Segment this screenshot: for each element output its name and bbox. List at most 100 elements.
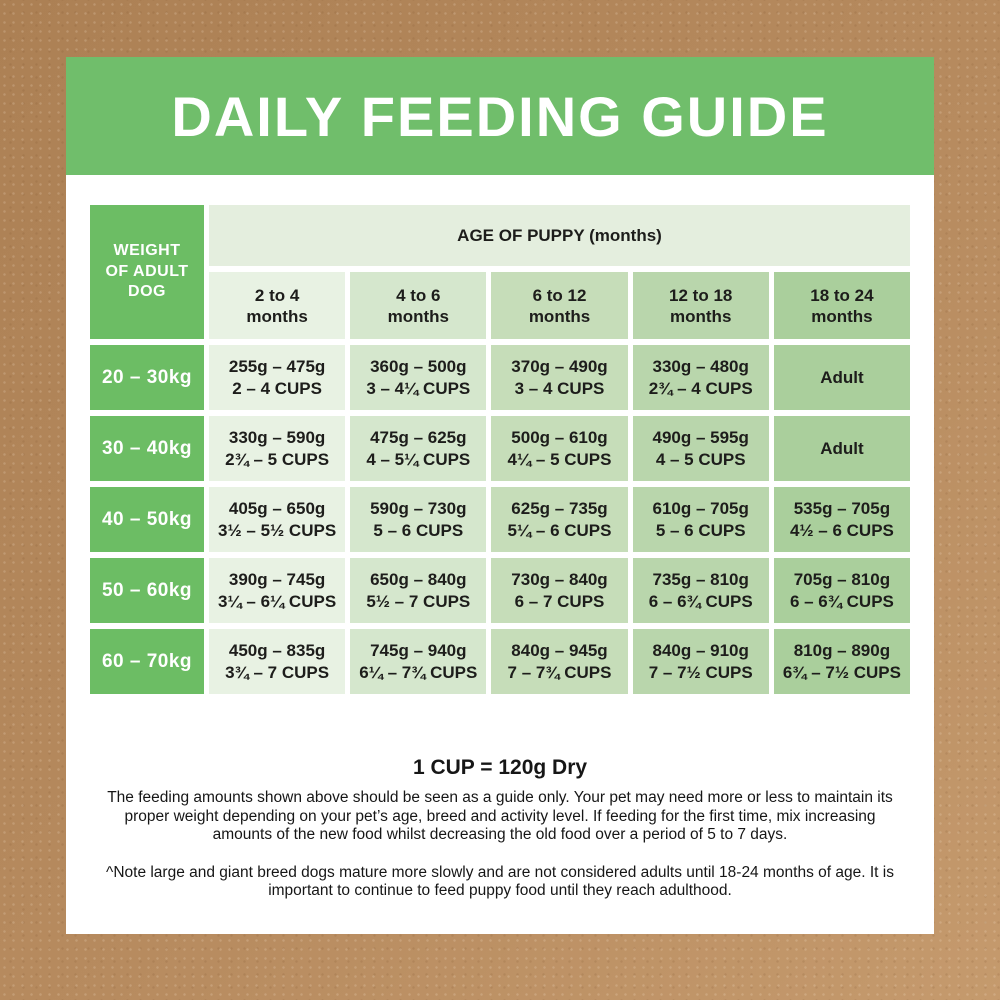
feeding-cell: 535g – 705g 4½ – 6 CUPS [773, 487, 911, 552]
table-row-50-60kg: 50 – 60kg 390g – 745g 3¼ – 6¼ CUPS 650g … [90, 558, 911, 623]
column-range: 12 to 18 [669, 285, 733, 305]
grams-range: 330g – 480g [652, 356, 749, 376]
cups-range: 4½ – 6 CUPS [789, 520, 894, 540]
cups-range: 2¾ – 4 CUPS [648, 378, 753, 398]
corner-header-weight-of-adult-dog: WEIGHT OF ADULT DOG [90, 205, 204, 339]
column-header-row: 2 to 4 months 4 to 6 months 6 to 12 mont… [209, 272, 911, 339]
grams-range: 840g – 945g [511, 640, 608, 660]
grams-range: 370g – 490g [511, 356, 608, 376]
feeding-cell: 745g – 940g 6¼ – 7¾ CUPS [350, 629, 487, 694]
grams-range: 650g – 840g [370, 569, 467, 589]
cups-range: 5½ – 7 CUPS [366, 591, 471, 611]
cups-range: 4 – 5 CUPS [655, 449, 746, 469]
grams-range: 405g – 650g [228, 498, 326, 518]
grams-range: 490g – 595g [652, 427, 749, 447]
grams-range: 745g – 940g [370, 640, 467, 660]
column-range: 2 to 4 [254, 285, 300, 305]
grams-range: 360g – 500g [370, 356, 467, 376]
feeding-cell: 390g – 745g 3¼ – 6¼ CUPS [209, 558, 346, 623]
age-of-puppy-header: AGE OF PUPPY (months) [209, 205, 910, 266]
feeding-cell-adult: Adult [773, 416, 911, 481]
feeding-cell: 255g – 475g 2 – 4 CUPS [209, 345, 346, 410]
table-row-40-50kg: 40 – 50kg 405g – 650g 3½ – 5½ CUPS 590g … [90, 487, 911, 552]
column-unit: months [387, 306, 449, 326]
cups-range: 2¾ – 5 CUPS [225, 449, 330, 469]
title-banner: DAILY FEEDING GUIDE [66, 57, 934, 175]
cups-range: 3 – 4¼ CUPS [366, 378, 471, 398]
grams-range: 590g – 730g [370, 498, 467, 518]
weight-label: 30 – 40kg [90, 416, 204, 481]
footer-notes: 1 CUP = 120g Dry The feeding amounts sho… [66, 756, 934, 901]
cups-range: 6¾ – 7½ CUPS [782, 662, 901, 682]
column-header-4-to-6-months: 4 to 6 months [350, 272, 487, 339]
weight-label: 40 – 50kg [90, 487, 204, 552]
feeding-cell: 475g – 625g 4 – 5¼ CUPS [350, 416, 487, 481]
feeding-cell: 625g – 735g 5¼ – 6 CUPS [491, 487, 628, 552]
column-unit: months [670, 306, 732, 326]
feeding-cell: 330g – 480g 2¾ – 4 CUPS [632, 345, 769, 410]
table-row-30-40kg: 30 – 40kg 330g – 590g 2¾ – 5 CUPS 475g –… [90, 416, 911, 481]
grams-range: 450g – 835g [228, 640, 326, 660]
feeding-cell: 490g – 595g 4 – 5 CUPS [632, 416, 769, 481]
grams-range: 840g – 910g [652, 640, 749, 660]
cups-range: 7 – 7½ CUPS [648, 662, 753, 682]
feeding-cell: 450g – 835g 3¾ – 7 CUPS [209, 629, 346, 694]
cups-range: 3½ – 5½ CUPS [218, 520, 337, 540]
cups-range: 4¼ – 5 CUPS [507, 449, 612, 469]
feeding-guide-note: The feeding amounts shown above should b… [107, 789, 893, 844]
feeding-cell: 730g – 840g 6 – 7 CUPS [491, 558, 628, 623]
cups-range: 2 – 4 CUPS [232, 378, 322, 398]
grams-range: 330g – 590g [228, 427, 326, 447]
cups-range: 3 – 4 CUPS [514, 378, 605, 398]
feeding-cell: 370g – 490g 3 – 4 CUPS [491, 345, 628, 410]
grams-range: 810g – 890g [793, 640, 891, 660]
cups-range: 6¼ – 7¾ CUPS [359, 662, 478, 682]
column-unit: months [528, 306, 591, 326]
adult-maturity-note: ^Note large and giant breed dogs mature … [106, 863, 894, 900]
feeding-cell: 590g – 730g 5 – 6 CUPS [350, 487, 487, 552]
feeding-cell: 360g – 500g 3 – 4¼ CUPS [350, 345, 487, 410]
feeding-cell: 650g – 840g 5½ – 7 CUPS [350, 558, 487, 623]
grams-range: 535g – 705g [793, 498, 891, 518]
grams-range: 610g – 705g [652, 498, 749, 518]
feeding-table: WEIGHT OF ADULT DOG AGE OF PUPPY (months… [90, 205, 911, 694]
table-row-20-30kg: 20 – 30kg 255g – 475g 2 – 4 CUPS 360g – … [90, 345, 911, 410]
grams-range: 705g – 810g [793, 569, 891, 589]
column-header-18-to-24-months: 18 to 24 months [773, 272, 911, 339]
cup-conversion-note: 1 CUP = 120g Dry [412, 756, 588, 779]
feeding-cell: 705g – 810g 6 – 6¾ CUPS [773, 558, 911, 623]
table-row-60-70kg: 60 – 70kg 450g – 835g 3¾ – 7 CUPS 745g –… [90, 629, 911, 694]
page-title: DAILY FEEDING GUIDE [171, 84, 829, 148]
column-range: 4 to 6 [396, 285, 441, 305]
feeding-cell: 840g – 945g 7 – 7¾ CUPS [491, 629, 628, 694]
feeding-cell: 330g – 590g 2¾ – 5 CUPS [209, 416, 346, 481]
column-header-2-to-4-months: 2 to 4 months [209, 272, 346, 339]
column-range: 6 to 12 [532, 285, 587, 305]
weight-label: 20 – 30kg [90, 345, 204, 410]
grams-range: Adult [820, 367, 864, 387]
feeding-cell-adult: Adult [773, 345, 911, 410]
weight-label: 60 – 70kg [90, 629, 204, 694]
grams-range: 255g – 475g [228, 356, 326, 376]
column-header-12-to-18-months: 12 to 18 months [632, 272, 769, 339]
grams-range: 730g – 840g [511, 569, 608, 589]
cups-range: 3¼ – 6¼ CUPS [218, 591, 337, 611]
table-header: WEIGHT OF ADULT DOG AGE OF PUPPY (months… [90, 205, 911, 339]
cups-range: 5 – 6 CUPS [373, 520, 464, 540]
grams-range: 500g – 610g [511, 427, 608, 447]
grams-range: 625g – 735g [511, 498, 608, 518]
column-range: 18 to 24 [810, 285, 874, 305]
feeding-cell: 405g – 650g 3½ – 5½ CUPS [209, 487, 346, 552]
cups-range: 6 – 6¾ CUPS [648, 591, 753, 611]
column-unit: months [246, 306, 308, 326]
feeding-cell: 610g – 705g 5 – 6 CUPS [632, 487, 769, 552]
cups-range: 5¼ – 6 CUPS [507, 520, 612, 540]
feeding-cell: 735g – 810g 6 – 6¾ CUPS [632, 558, 769, 623]
feeding-cell: 500g – 610g 4¼ – 5 CUPS [491, 416, 628, 481]
cups-range: 5 – 6 CUPS [655, 520, 746, 540]
grams-range: 735g – 810g [652, 569, 749, 589]
cups-range: 3¾ – 7 CUPS [225, 662, 330, 682]
feeding-guide-card: DAILY FEEDING GUIDE WEIGHT OF ADULT DOG … [66, 57, 934, 934]
column-unit: months [811, 306, 873, 326]
